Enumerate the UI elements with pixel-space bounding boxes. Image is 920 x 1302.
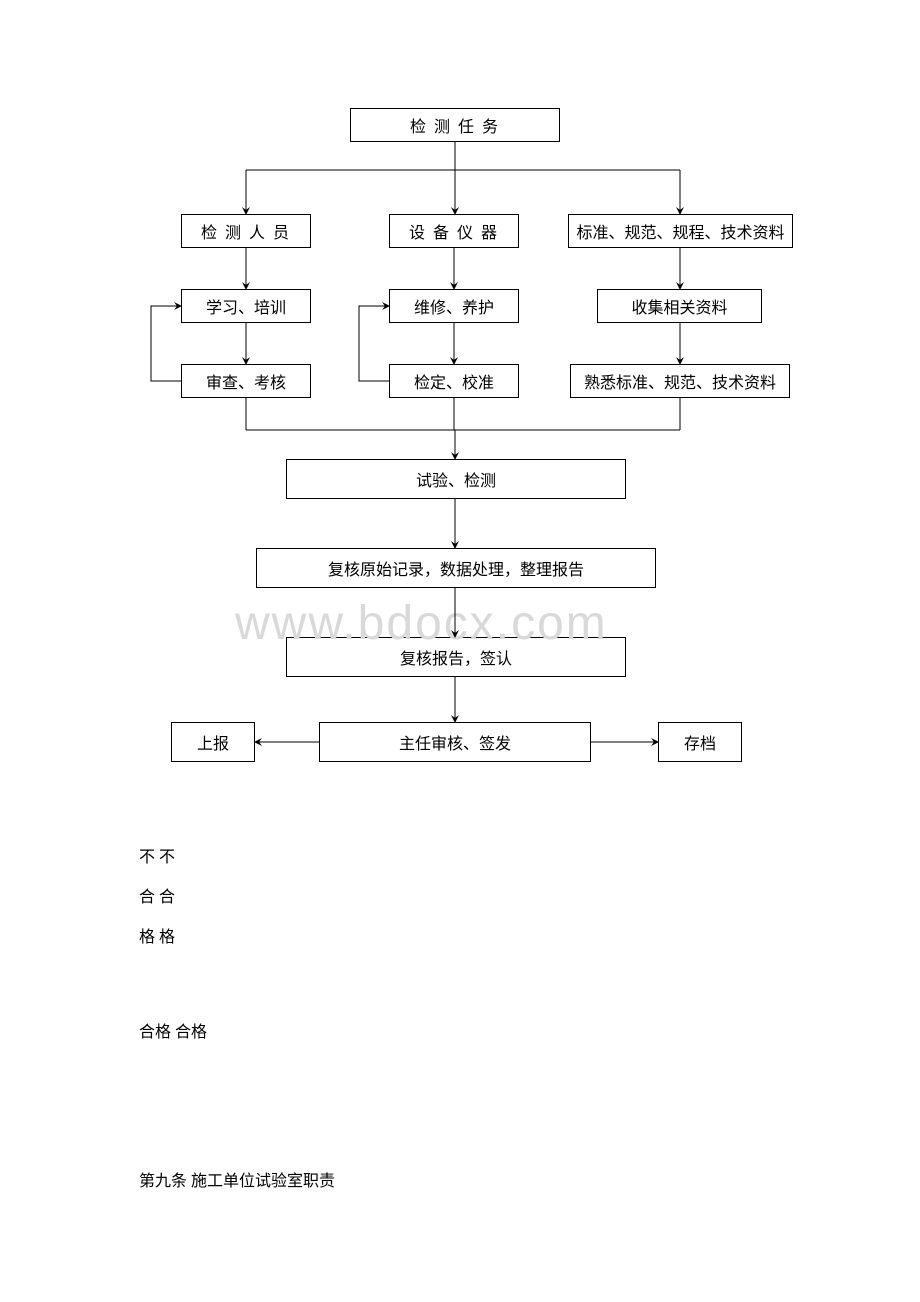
node-standards: 标准、规范、规程、技术资料 <box>568 214 793 248</box>
text-line: 合 合 <box>139 883 175 907</box>
node-process: 复核原始记录，数据处理，整理报告 <box>256 548 656 588</box>
node-archive: 存档 <box>658 722 742 762</box>
text-line: 格 格 <box>139 923 175 947</box>
text-line: 合格 合格 <box>139 1018 207 1042</box>
node-report-up: 上报 <box>171 722 255 762</box>
node-personnel: 检 测 人 员 <box>181 214 311 248</box>
text-line: 不 不 <box>139 843 175 867</box>
node-maintenance: 维修、养护 <box>389 289 519 323</box>
node-review-assess: 审查、考核 <box>181 364 311 398</box>
node-task: 检 测 任 务 <box>350 108 560 142</box>
node-test: 试验、检测 <box>286 459 626 499</box>
node-calibrate: 检定、校准 <box>389 364 519 398</box>
node-equipment: 设 备 仪 器 <box>389 214 519 248</box>
node-review-report: 复核报告，签认 <box>286 637 626 677</box>
text-line: 第九条 施工单位试验室职责 <box>139 1167 335 1191</box>
node-collect: 收集相关资料 <box>597 289 762 323</box>
node-familiarize: 熟悉标准、规范、技术资料 <box>570 364 790 398</box>
node-training: 学习、培训 <box>181 289 311 323</box>
node-approve: 主任审核、签发 <box>319 722 591 762</box>
